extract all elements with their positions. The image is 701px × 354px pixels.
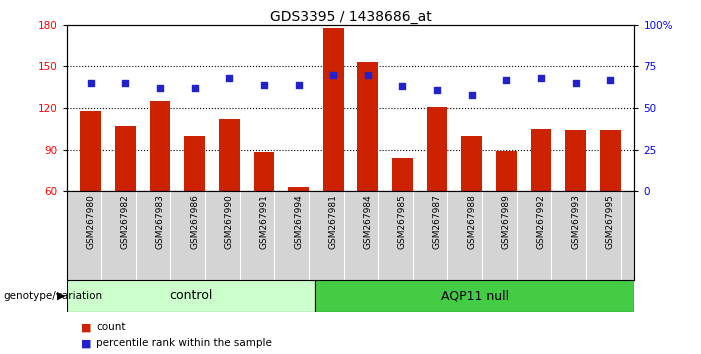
- Point: [501, 77, 512, 82]
- Text: GSM267994: GSM267994: [294, 194, 303, 249]
- Point: [362, 72, 374, 78]
- Text: GSM267988: GSM267988: [467, 194, 476, 249]
- Point: [327, 72, 339, 78]
- Text: count: count: [96, 322, 125, 332]
- Point: [293, 82, 304, 87]
- Text: GSM267993: GSM267993: [571, 194, 580, 249]
- Text: GSM267987: GSM267987: [433, 194, 442, 249]
- Text: GSM267983: GSM267983: [156, 194, 165, 249]
- Point: [224, 75, 235, 81]
- Text: ▶: ▶: [57, 291, 65, 301]
- Text: GSM267991: GSM267991: [259, 194, 268, 249]
- Title: GDS3395 / 1438686_at: GDS3395 / 1438686_at: [270, 10, 431, 24]
- Point: [431, 87, 442, 92]
- Bar: [461, 136, 482, 191]
- Text: GSM267982: GSM267982: [121, 194, 130, 249]
- Bar: [81, 111, 101, 191]
- Bar: [115, 126, 136, 191]
- Bar: [322, 28, 343, 191]
- Text: GSM267984: GSM267984: [363, 194, 372, 249]
- Point: [570, 80, 581, 86]
- Point: [536, 75, 547, 81]
- Bar: [315, 280, 634, 312]
- Text: GSM267986: GSM267986: [190, 194, 199, 249]
- Bar: [496, 151, 517, 191]
- Text: ■: ■: [81, 322, 91, 332]
- Point: [86, 80, 97, 86]
- Text: GSM267985: GSM267985: [398, 194, 407, 249]
- Text: genotype/variation: genotype/variation: [4, 291, 102, 301]
- Text: ■: ■: [81, 338, 91, 348]
- Bar: [427, 107, 447, 191]
- Bar: [358, 62, 379, 191]
- Text: AQP11 null: AQP11 null: [441, 289, 509, 302]
- Point: [189, 85, 200, 91]
- Text: GSM267990: GSM267990: [225, 194, 234, 249]
- Point: [259, 82, 270, 87]
- Point: [397, 84, 408, 89]
- Text: GSM267981: GSM267981: [329, 194, 338, 249]
- Bar: [600, 130, 620, 191]
- Bar: [392, 158, 413, 191]
- Point: [466, 92, 477, 97]
- Text: control: control: [169, 289, 212, 302]
- Point: [120, 80, 131, 86]
- Text: GSM267992: GSM267992: [536, 194, 545, 249]
- Bar: [150, 101, 170, 191]
- Text: percentile rank within the sample: percentile rank within the sample: [96, 338, 272, 348]
- Text: GSM267995: GSM267995: [606, 194, 615, 249]
- Bar: [565, 130, 586, 191]
- Bar: [219, 119, 240, 191]
- Bar: [288, 187, 309, 191]
- Text: GSM267989: GSM267989: [502, 194, 511, 249]
- Bar: [184, 136, 205, 191]
- Point: [154, 85, 165, 91]
- Point: [604, 77, 615, 82]
- Bar: [67, 280, 315, 312]
- Bar: [254, 152, 274, 191]
- Text: GSM267980: GSM267980: [86, 194, 95, 249]
- Bar: [531, 129, 551, 191]
